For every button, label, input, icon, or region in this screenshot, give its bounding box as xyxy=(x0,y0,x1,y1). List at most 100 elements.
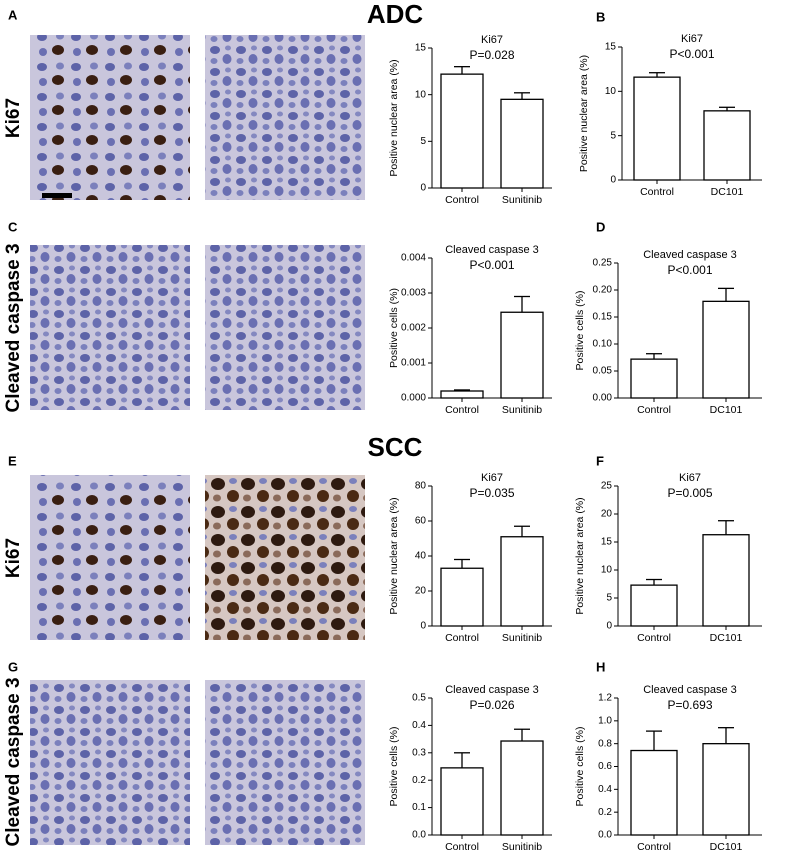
x-tick-label: Sunitinib xyxy=(502,632,542,644)
x-tick-label: Control xyxy=(445,194,479,206)
y-tick-label: 0.4 xyxy=(598,784,612,795)
y-tick-label: 0 xyxy=(420,621,426,632)
bar xyxy=(440,767,484,836)
chart-title: Ki67 xyxy=(481,472,503,484)
chart-subtitle: P<0.001 xyxy=(469,258,514,272)
y-tick-label: 25 xyxy=(601,481,613,492)
chart-subtitle: P=0.005 xyxy=(667,486,712,500)
x-tick-label: Control xyxy=(637,404,671,416)
chart-subtitle: P<0.001 xyxy=(669,47,714,61)
x-tick-label: Control xyxy=(445,632,479,644)
y-axis-label: Positive cells (%) xyxy=(574,291,586,371)
chart-subtitle: P=0.026 xyxy=(469,698,514,712)
y-tick-label: 0 xyxy=(610,175,616,186)
micrograph xyxy=(205,475,365,640)
chart-title: Ki67 xyxy=(481,34,503,46)
y-tick-label: 1.2 xyxy=(598,693,612,704)
y-tick-label: 5 xyxy=(420,136,426,147)
chart-subtitle: P=0.035 xyxy=(469,486,514,500)
bar xyxy=(703,110,751,181)
chart-title: Cleaved caspase 3 xyxy=(445,684,539,696)
x-tick-label: Sunitinib xyxy=(502,194,542,206)
y-axis-label: Positive nuclear area (%) xyxy=(578,55,590,172)
x-tick-label: Control xyxy=(445,404,479,416)
bar xyxy=(440,567,484,627)
y-tick-label: 10 xyxy=(415,89,427,100)
y-tick-label: 0.05 xyxy=(593,366,613,377)
panel-label: F xyxy=(596,453,604,468)
y-tick-label: 0.003 xyxy=(401,288,426,299)
x-tick-label: DC101 xyxy=(711,186,744,198)
micrograph xyxy=(30,680,190,845)
bar xyxy=(440,390,484,399)
y-tick-label: 0.5 xyxy=(412,693,426,704)
y-tick-label: 0.4 xyxy=(412,720,426,731)
y-tick-label: 0.2 xyxy=(598,807,612,818)
bar xyxy=(633,76,681,181)
panel-label: H xyxy=(596,659,605,674)
y-tick-label: 0.0 xyxy=(412,830,426,841)
row-label: Cleaved caspase 3 xyxy=(3,677,24,846)
x-tick-label: Control xyxy=(637,632,671,644)
bar xyxy=(500,740,544,836)
y-tick-label: 0.002 xyxy=(401,323,426,334)
bar xyxy=(702,300,750,399)
panel-label: B xyxy=(596,9,605,24)
y-tick-label: 0.2 xyxy=(412,775,426,786)
bar xyxy=(630,584,678,627)
panel-label: D xyxy=(596,219,605,234)
x-tick-label: DC101 xyxy=(710,841,743,851)
bar xyxy=(500,98,544,189)
chart-title: Ki67 xyxy=(679,472,701,484)
chart-subtitle: P=0.028 xyxy=(469,48,514,62)
panel-label: C xyxy=(8,219,18,234)
y-tick-label: 10 xyxy=(601,565,613,576)
chart-title: Cleaved caspase 3 xyxy=(643,249,737,261)
micrograph xyxy=(30,475,190,640)
y-tick-label: 15 xyxy=(415,43,427,54)
x-tick-label: Sunitinib xyxy=(502,841,542,851)
y-axis-label: Positive cells (%) xyxy=(574,727,586,807)
y-tick-label: 0.8 xyxy=(598,738,612,749)
y-tick-label: 0.1 xyxy=(412,802,426,813)
y-axis-label: Positive nuclear area (%) xyxy=(388,497,400,614)
panel-label: E xyxy=(8,453,17,468)
y-axis-label: Positive cells (%) xyxy=(388,288,400,368)
y-tick-label: 10 xyxy=(605,86,617,97)
panel-label: A xyxy=(8,7,18,22)
panel-label: G xyxy=(8,659,18,674)
bar xyxy=(440,73,484,189)
micrograph xyxy=(205,35,365,200)
y-tick-label: 0.20 xyxy=(593,285,613,296)
micrograph xyxy=(205,245,365,410)
chart-title: Ki67 xyxy=(681,33,703,45)
x-tick-label: Sunitinib xyxy=(502,404,542,416)
y-tick-label: 0.25 xyxy=(593,258,613,269)
y-tick-label: 5 xyxy=(610,130,616,141)
bar xyxy=(702,534,750,627)
micrograph xyxy=(30,245,190,410)
row-label: Ki67 xyxy=(3,538,24,578)
section-title: ADC xyxy=(367,0,424,29)
y-tick-label: 0 xyxy=(420,183,426,194)
y-tick-label: 60 xyxy=(415,516,427,527)
y-axis-label: Positive nuclear area (%) xyxy=(388,59,400,176)
scale-bar xyxy=(42,193,72,198)
section-title: SCC xyxy=(368,432,423,462)
y-tick-label: 40 xyxy=(415,551,427,562)
y-tick-label: 0.15 xyxy=(593,312,613,323)
y-axis-label: Positive cells (%) xyxy=(388,727,400,807)
chart-title: Cleaved caspase 3 xyxy=(445,244,539,256)
bar xyxy=(702,743,750,836)
bar xyxy=(500,311,544,399)
x-tick-label: DC101 xyxy=(710,404,743,416)
y-tick-label: 0 xyxy=(606,621,612,632)
x-tick-label: Control xyxy=(640,186,674,198)
chart-subtitle: P=0.693 xyxy=(667,698,712,712)
y-tick-label: 0.6 xyxy=(598,761,612,772)
bar xyxy=(500,536,544,627)
row-label: Ki67 xyxy=(3,98,24,138)
y-tick-label: 0.000 xyxy=(401,393,426,404)
bar xyxy=(630,749,678,836)
